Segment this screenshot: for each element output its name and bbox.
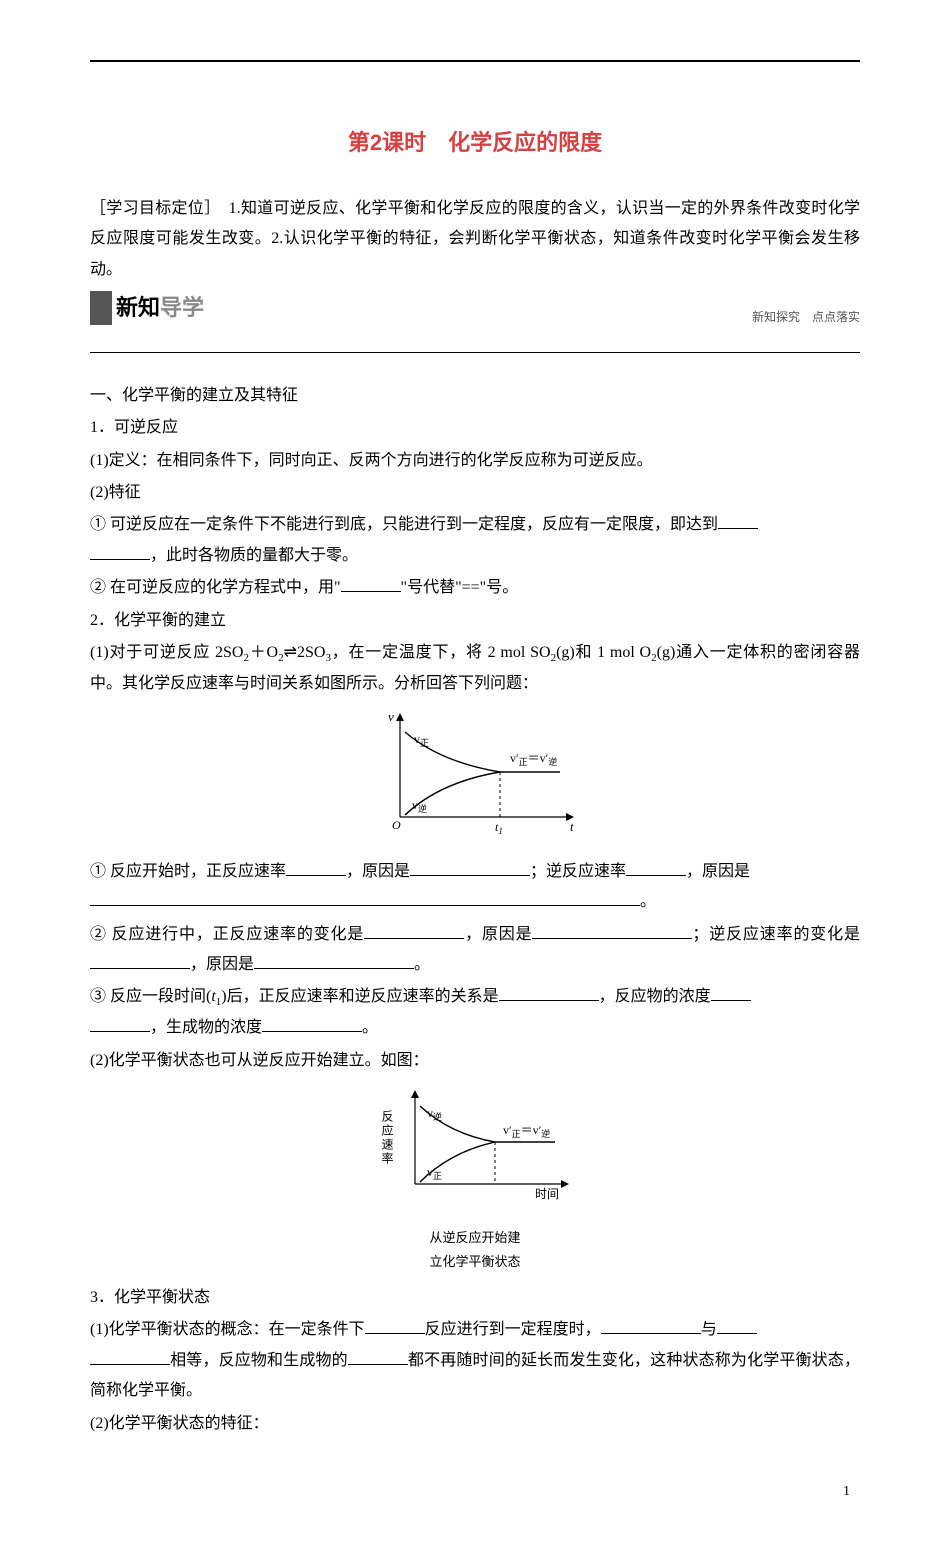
- blank: [262, 1016, 362, 1032]
- section-underline: [90, 352, 860, 353]
- txt: 。: [414, 956, 430, 973]
- blank: [364, 923, 464, 939]
- txt: 与: [701, 1321, 717, 1338]
- txt: ，反应物的浓度: [599, 988, 711, 1005]
- txt: ② 反应进行中，正反应速率的变化是: [90, 926, 364, 943]
- equilibrium-features: (2)化学平衡状态的特征：: [90, 1409, 860, 1439]
- reverse-establish: (2)化学平衡状态也可从逆反应开始建立。如图：: [90, 1046, 860, 1076]
- svg-text:O: O: [392, 818, 401, 832]
- blank: [286, 860, 346, 876]
- blank: [90, 1016, 150, 1032]
- txt: (1)对于可逆反应 2SO: [90, 644, 243, 661]
- blank: [717, 1318, 757, 1334]
- txt: 反应进行到一定程度时，: [425, 1321, 601, 1338]
- blank: [410, 860, 530, 876]
- equilibrium-concept: (1)化学平衡状态的概念：在一定条件下 反应进行到一定程度时， 与 相等，反应物和生…: [90, 1315, 860, 1406]
- figure-1: v O t v正 v逆 v′正＝v′逆 t1: [90, 707, 860, 848]
- svg-text:率: 率: [380, 1151, 394, 1164]
- blank: [532, 923, 692, 939]
- txt: ，原因是: [464, 926, 532, 943]
- svg-text:v′正＝v′逆: v′正＝v′逆: [510, 751, 557, 767]
- feature-1-pre: ① 可逆反应在一定条件下不能进行到底，只能进行到一定程度，反应有一定限度，即达到: [90, 516, 718, 533]
- feature-1-post: ，此时各物质的量都大于零。: [150, 547, 358, 564]
- rate-time-graph-forward: v O t v正 v逆 v′正＝v′逆 t1: [360, 707, 590, 837]
- figure-2: 反 应 速 率 v逆 v正 v′正＝v′逆 时间 从逆反应开始建 立化学平衡状态: [90, 1084, 860, 1275]
- txt: ，原因是: [686, 863, 750, 880]
- svg-text:v正: v正: [414, 732, 429, 748]
- svg-text:v正: v正: [427, 1165, 442, 1181]
- question-1: ① 反应开始时，正反应速率 ，原因是 ；逆反应速率 ，原因是 。: [90, 857, 860, 918]
- svg-text:t1: t1: [495, 820, 503, 836]
- txt: ，原因是: [346, 863, 410, 880]
- txt: ；逆反应速率: [530, 863, 626, 880]
- blank: [90, 953, 190, 969]
- feature-2: ② 在可逆反应的化学方程式中，用" "号代替"=="号。: [90, 573, 860, 603]
- p-establish: 2．化学平衡的建立: [90, 606, 860, 636]
- blank: [254, 953, 414, 969]
- section-title-black: 新知: [116, 295, 160, 320]
- reaction-intro: (1)对于可逆反应 2SO2＋O2⇌2SO3，在一定温度下，将 2 mol SO…: [90, 638, 860, 699]
- feature-1: ① 可逆反应在一定条件下不能进行到底，只能进行到一定程度，反应有一定限度，即达到…: [90, 510, 860, 571]
- figure-2-caption-2: 立化学平衡状态: [90, 1250, 860, 1275]
- svg-text:v逆: v逆: [412, 798, 427, 814]
- txt: ③ 反应一段时间(: [90, 988, 211, 1005]
- blank: [711, 985, 751, 1001]
- txt: (1)化学平衡状态的概念：在一定条件下: [90, 1321, 365, 1338]
- section-title-gray: 导学: [160, 295, 204, 320]
- svg-text:v: v: [388, 709, 394, 724]
- blank: [499, 985, 599, 1001]
- svg-text:应: 应: [380, 1123, 394, 1136]
- blank: [90, 890, 640, 906]
- blank: [90, 544, 150, 560]
- section-header: 新知导学 新知探究 点点落实: [90, 287, 860, 329]
- p-reversible: 1．可逆反应: [90, 413, 860, 443]
- blank: [718, 513, 758, 529]
- question-3: ③ 反应一段时间(t1)后，正反应速率和逆反应速率的关系是，反应物的浓度 ，生成…: [90, 982, 860, 1043]
- txt: ⇌2SO: [284, 644, 326, 661]
- txt: 相等，反应物和生成物的: [170, 1352, 348, 1369]
- figure-2-caption-1: 从逆反应开始建: [90, 1226, 860, 1251]
- svg-text:反: 反: [380, 1110, 394, 1123]
- svg-text:v′正＝v′逆: v′正＝v′逆: [503, 1123, 550, 1139]
- p-definition: (1)定义：在相同条件下，同时向正、反两个方向进行的化学反应称为可逆反应。: [90, 446, 860, 476]
- txt: 。: [362, 1019, 378, 1036]
- section-title: 新知导学: [116, 287, 204, 329]
- learning-objectives: ［学习目标定位］ 1.知道可逆反应、化学平衡和化学反应的限度的含义，认识当一定的…: [90, 194, 860, 285]
- top-rule: [90, 60, 860, 62]
- section-subtitle: 新知探究 点点落实: [752, 306, 860, 329]
- rate-time-graph-reverse: 反 应 速 率 v逆 v正 v′正＝v′逆 时间: [365, 1084, 585, 1214]
- txt: ；逆反应速率的变化是: [692, 926, 860, 943]
- txt: (g)和 1 mol O: [556, 644, 651, 661]
- page-number: 1: [90, 1479, 860, 1506]
- feature-2-mid: "号代替"=="号。: [401, 579, 519, 596]
- blank: [365, 1318, 425, 1334]
- txt: )后，正反应速率和逆反应速率的关系是: [221, 988, 498, 1005]
- blank: [90, 1349, 170, 1365]
- txt: ，原因是: [190, 956, 254, 973]
- blank: [348, 1349, 408, 1365]
- blank: [341, 576, 401, 592]
- svg-text:t: t: [570, 819, 574, 834]
- txt: ，生成物的浓度: [150, 1019, 262, 1036]
- txt: ＋O: [249, 644, 278, 661]
- svg-text:时间: 时间: [535, 1187, 559, 1201]
- feature-2-pre: ② 在可逆反应的化学方程式中，用": [90, 579, 341, 596]
- txt: ① 反应开始时，正反应速率: [90, 863, 286, 880]
- blank: [601, 1318, 701, 1334]
- section-bar-icon: [90, 291, 112, 325]
- question-2: ② 反应进行中，正反应速率的变化是，原因是；逆反应速率的变化是，原因是。: [90, 920, 860, 981]
- txt: 。: [640, 893, 656, 910]
- p-equilibrium-state: 3．化学平衡状态: [90, 1283, 860, 1313]
- txt: ，在一定温度下，将 2 mol SO: [331, 644, 551, 661]
- svg-text:v逆: v逆: [427, 1106, 442, 1122]
- heading-1: 一、化学平衡的建立及其特征: [90, 381, 860, 411]
- lesson-title: 第2课时 化学反应的限度: [90, 122, 860, 164]
- blank: [626, 860, 686, 876]
- section-header-left: 新知导学: [90, 287, 204, 329]
- p-features: (2)特征: [90, 478, 860, 508]
- svg-text:速: 速: [380, 1138, 394, 1150]
